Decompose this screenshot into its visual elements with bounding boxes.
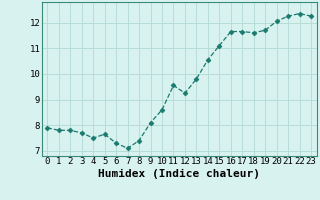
X-axis label: Humidex (Indice chaleur): Humidex (Indice chaleur) xyxy=(98,169,260,179)
